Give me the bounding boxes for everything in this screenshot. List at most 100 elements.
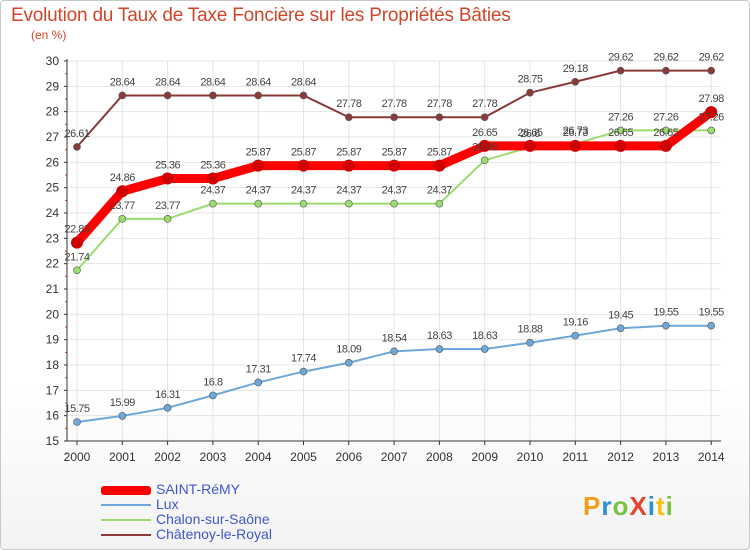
data-point-saint-r-my — [116, 185, 129, 198]
data-point-lux — [299, 367, 308, 376]
data-point-lux — [163, 404, 172, 412]
data-point-lux — [526, 338, 534, 347]
data-point-lux — [662, 321, 670, 330]
y-tick-label: 21 — [46, 282, 60, 296]
data-label-saint-r-my: 25.36 — [200, 160, 225, 172]
logo-letter: X — [629, 491, 648, 521]
x-tick-label: 2009 — [471, 450, 498, 464]
data-label-ch-tenoy-le-royal: 28.64 — [200, 76, 225, 88]
legend-item-chalon: Chalon-sur-Saône — [101, 511, 361, 527]
legend-item-chatenoy: Châtenoy-le-Royal — [101, 526, 361, 542]
data-label-ch-tenoy-le-royal: 29.62 — [699, 52, 724, 64]
data-point-chalon-sur-sa-ne — [73, 266, 81, 275]
data-point-saint-r-my — [388, 159, 401, 172]
data-point-ch-tenoy-le-royal — [390, 113, 398, 122]
data-label-ch-tenoy-le-royal: 29.62 — [653, 52, 678, 64]
x-tick-label: 2010 — [517, 450, 544, 464]
y-tick-label: 23 — [46, 231, 60, 245]
data-point-saint-r-my — [161, 172, 174, 185]
data-label-saint-r-my: 26.73 — [563, 127, 588, 139]
x-tick-label: 2004 — [245, 450, 272, 464]
data-label-lux: 19.45 — [608, 309, 633, 321]
data-point-chalon-sur-sa-ne — [435, 199, 444, 208]
x-tick-label: 2001 — [109, 450, 136, 464]
data-label-saint-r-my: 25.87 — [427, 147, 452, 159]
data-label-ch-tenoy-le-royal: 27.78 — [427, 98, 452, 110]
data-label-lux: 19.16 — [563, 317, 588, 329]
y-tick-label: 17 — [46, 383, 60, 397]
data-label-ch-tenoy-le-royal: 27.78 — [472, 98, 497, 110]
logo-letter: P — [583, 491, 602, 521]
legend-swatch-saint-remy — [101, 486, 151, 495]
data-label-chalon-sur-sa-ne: 24.37 — [291, 185, 316, 197]
data-label-lux: 19.55 — [653, 307, 678, 319]
data-point-chalon-sur-sa-ne — [209, 199, 217, 208]
data-point-saint-r-my — [524, 139, 536, 152]
y-tick-label: 29 — [46, 79, 60, 93]
data-label-ch-tenoy-le-royal: 28.64 — [291, 76, 316, 88]
x-tick-label: 2005 — [290, 450, 317, 464]
data-label-lux: 15.99 — [110, 397, 135, 409]
legend-label-saint-remy: SAINT-RéMY — [156, 481, 241, 497]
y-tick-label: 18 — [46, 358, 60, 372]
data-label-ch-tenoy-le-royal: 28.75 — [517, 74, 542, 86]
data-point-lux — [254, 378, 263, 387]
axes: 15 16 17 18 19 20 21 22 23 24 25 26 27 28 29 30 2000 2001… — [46, 54, 725, 464]
data-point-lux — [73, 418, 81, 426]
legend-label-chatenoy: Châtenoy-le-Royal — [156, 526, 272, 542]
data-label-saint-r-my: 26.65 — [517, 127, 542, 139]
grid — [67, 60, 721, 442]
data-label-lux: 17.74 — [291, 353, 316, 365]
data-label-lux: 18.63 — [427, 330, 452, 342]
data-label-chalon-sur-sa-ne: 21.74 — [64, 251, 89, 263]
legend-label-chalon: Chalon-sur-Saône — [156, 511, 270, 527]
data-label-chalon-sur-sa-ne: 24.37 — [427, 185, 452, 197]
data-label-saint-r-my: 25.87 — [336, 147, 361, 159]
data-label-saint-r-my: 27.98 — [699, 93, 724, 105]
x-tick-label: 2014 — [698, 450, 725, 464]
data-label-ch-tenoy-le-royal: 28.64 — [155, 76, 180, 88]
data-label-saint-r-my: 25.87 — [382, 147, 407, 159]
data-point-saint-r-my — [297, 159, 310, 172]
data-point-ch-tenoy-le-royal — [662, 66, 670, 75]
data-point-ch-tenoy-le-royal — [118, 91, 127, 100]
data-point-saint-r-my — [705, 106, 718, 119]
logo-letter: i — [647, 491, 656, 521]
data-label-ch-tenoy-le-royal: 28.64 — [110, 76, 135, 88]
y-tick-label: 15 — [46, 434, 60, 448]
data-label-chalon-sur-sa-ne: 26.6 — [520, 128, 540, 140]
data-label-chalon-sur-sa-ne: 24.37 — [200, 185, 225, 197]
data-point-saint-r-my — [478, 139, 491, 152]
x-tick-label: 2011 — [562, 450, 588, 464]
data-label-saint-r-my: 26.65 — [608, 127, 633, 139]
data-label-saint-r-my: 26.65 — [653, 127, 678, 139]
data-label-ch-tenoy-le-royal: 27.78 — [336, 98, 361, 110]
data-label-chalon-sur-sa-ne: 27.26 — [699, 111, 724, 123]
x-tick-label: 2013 — [653, 450, 680, 464]
data-label-lux: 19.55 — [699, 307, 724, 319]
data-label-saint-r-my: 25.87 — [291, 147, 316, 159]
data-point-ch-tenoy-le-royal — [435, 113, 444, 122]
line-chart: 15 16 17 18 19 20 21 22 23 24 25 26 27 28 29 30 2000 2001… — [46, 52, 725, 464]
data-point-chalon-sur-sa-ne — [118, 215, 127, 223]
data-point-ch-tenoy-le-royal — [707, 66, 716, 75]
data-label-chalon-sur-sa-ne: 24.37 — [336, 185, 361, 197]
logo-letter: r — [601, 491, 613, 521]
data-label-ch-tenoy-le-royal: 26.61 — [64, 128, 89, 140]
data-label-lux: 18.88 — [517, 324, 542, 336]
data-point-saint-r-my — [659, 139, 672, 152]
data-point-chalon-sur-sa-ne — [480, 156, 489, 165]
y-axis-unit: (en %) — [31, 28, 67, 42]
data-label-chalon-sur-sa-ne: 23.77 — [110, 200, 135, 212]
data-label-chalon-sur-sa-ne: 27.26 — [653, 111, 678, 123]
data-point-saint-r-my — [569, 139, 582, 152]
data-point-chalon-sur-sa-ne — [390, 199, 398, 208]
data-point-lux — [571, 331, 580, 340]
legend-label-lux: Lux — [156, 496, 179, 512]
legend-swatch-chatenoy — [101, 534, 151, 536]
y-tick-label: 26 — [46, 155, 60, 169]
data-point-lux — [480, 345, 489, 353]
data-point-saint-r-my — [206, 172, 219, 185]
data-label-ch-tenoy-le-royal: 27.78 — [382, 98, 407, 110]
data-label-chalon-sur-sa-ne: 24.37 — [382, 185, 407, 197]
